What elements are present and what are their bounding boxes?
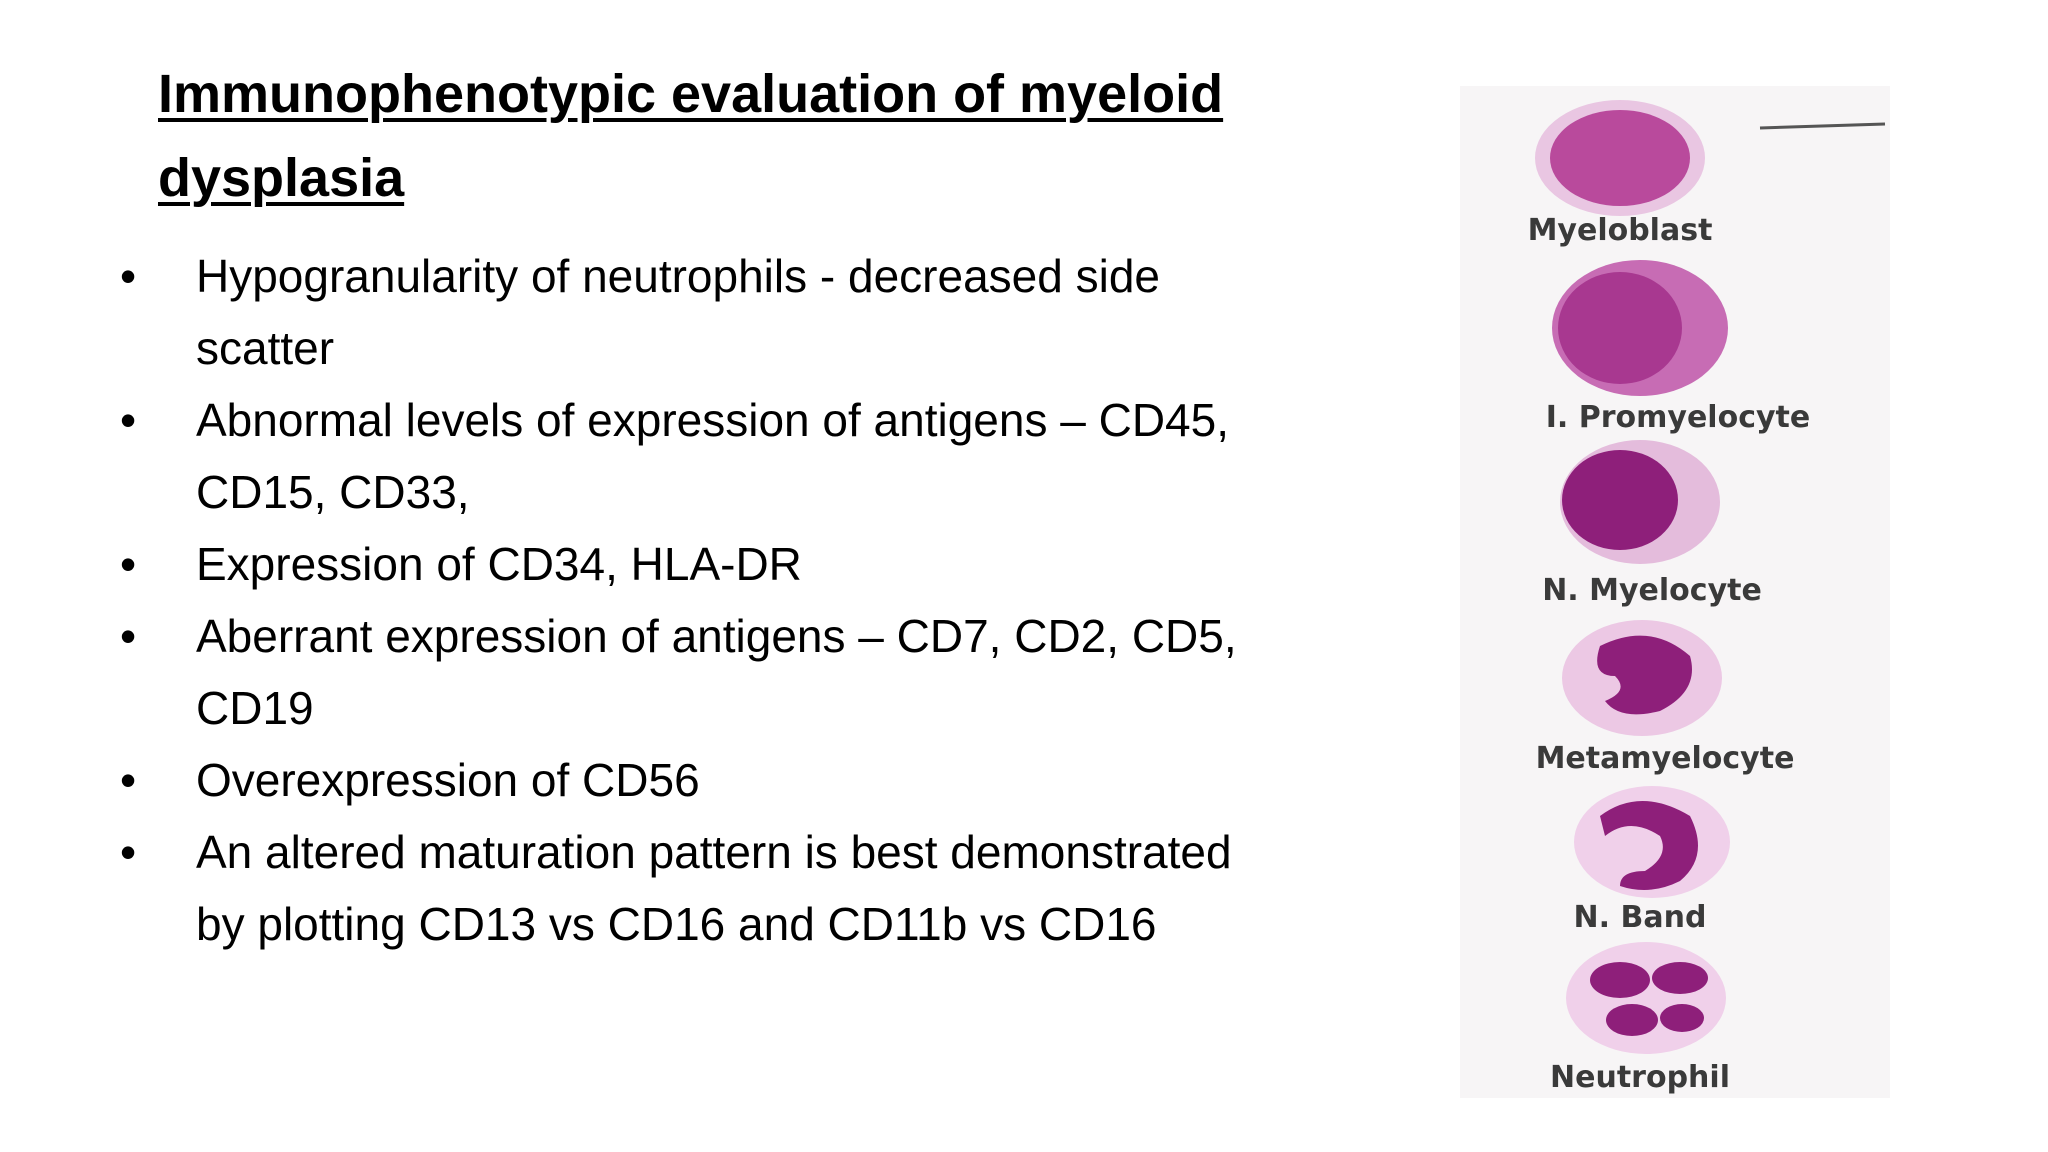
cell	[1566, 942, 1726, 1054]
bullet: Overexpression of CD56	[120, 744, 1270, 816]
bullet: Abnormal levels of expression of antigen…	[120, 384, 1270, 528]
cell-label: Neutrophil	[1550, 1060, 1730, 1095]
nucleus-lobe	[1606, 1004, 1658, 1036]
nucleus	[1562, 450, 1678, 550]
nucleus	[1600, 801, 1698, 890]
figure-background	[1460, 86, 1890, 1098]
pointer-line	[1759, 122, 1886, 130]
cell-label: Metamyelocyte	[1536, 741, 1795, 776]
bullet-list: Hypogranularity of neutrophils - decreas…	[120, 240, 1270, 960]
cell-label: N. Band	[1574, 900, 1707, 935]
cell-figure: Myeloblast I. Promyelocyte N. Myelocyte …	[1460, 86, 1890, 1098]
nucleus	[1597, 635, 1692, 715]
nucleus	[1550, 110, 1690, 206]
bullet: Expression of CD34, HLA-DR	[120, 528, 1270, 600]
nucleus-lobe	[1652, 962, 1708, 994]
bullet: An altered maturation pattern is best de…	[120, 816, 1270, 960]
nucleus-lobe	[1590, 962, 1650, 998]
bullet: Hypogranularity of neutrophils - decreas…	[120, 240, 1270, 384]
nucleus	[1558, 272, 1682, 384]
cell-label: N. Myelocyte	[1542, 573, 1762, 608]
bullet: Aberrant expression of antigens – CD7, C…	[120, 600, 1270, 744]
cell-label: Myeloblast	[1528, 213, 1713, 248]
cell-label: I. Promyelocyte	[1546, 400, 1810, 435]
nucleus-lobe	[1660, 1004, 1704, 1032]
slide-title: Immunophenotypic evaluation of myeloid d…	[158, 64, 1224, 208]
